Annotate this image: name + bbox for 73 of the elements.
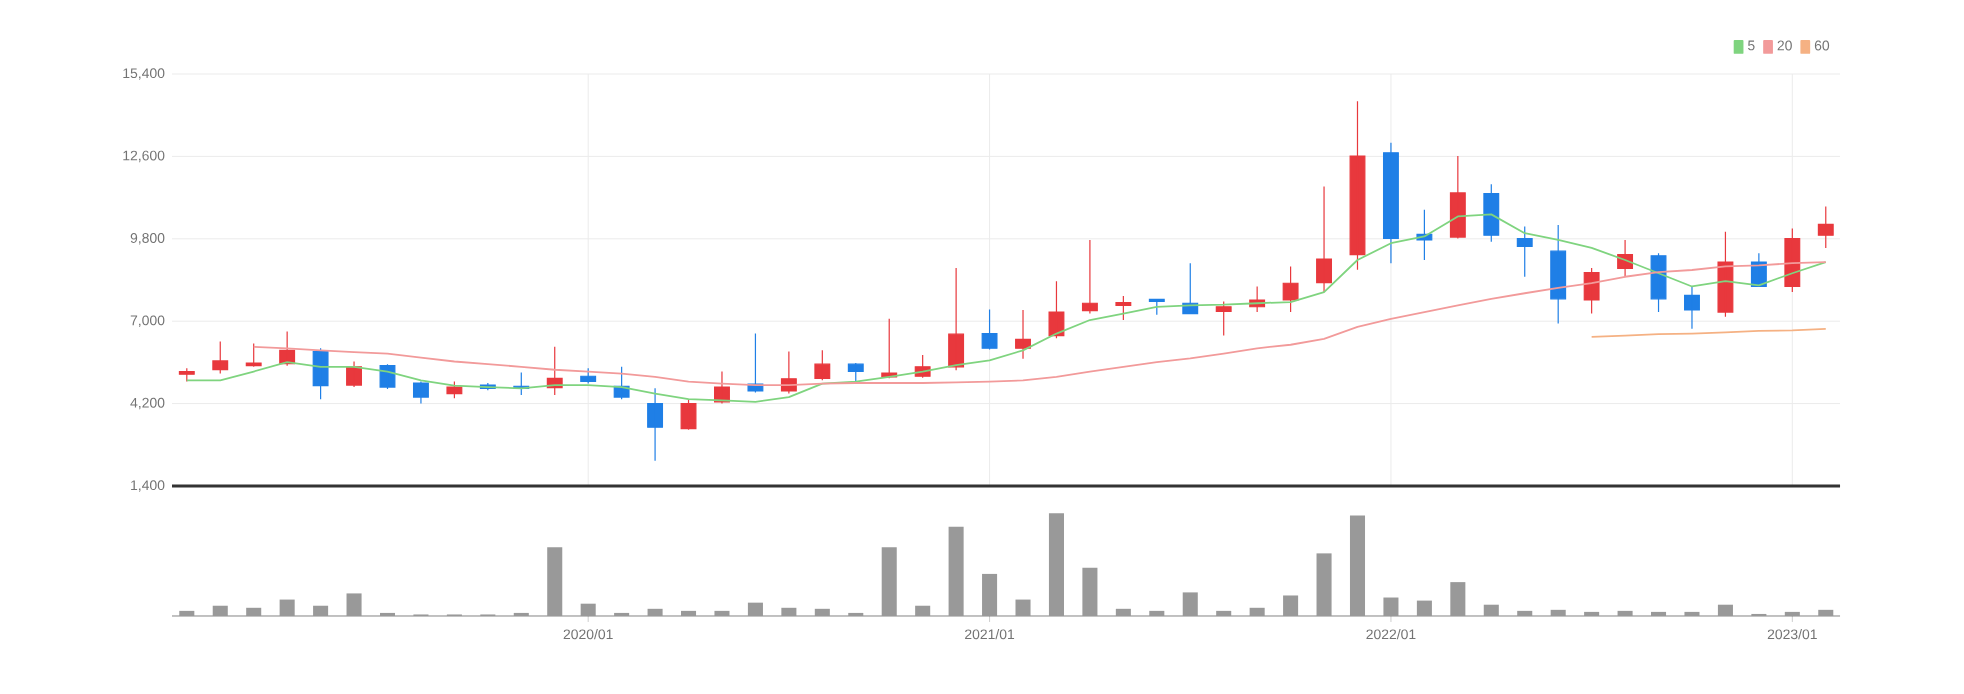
bar xyxy=(1249,607,1265,616)
candlestick xyxy=(446,380,463,399)
candlestick xyxy=(245,342,262,368)
candlestick xyxy=(1550,224,1567,325)
bar xyxy=(1450,582,1466,616)
candlestick xyxy=(1650,252,1667,313)
candlestick xyxy=(1817,205,1834,249)
bar xyxy=(1550,609,1566,616)
bar xyxy=(714,610,730,616)
bar xyxy=(1082,567,1098,616)
candlestick xyxy=(814,349,831,381)
candlestick xyxy=(1516,225,1533,278)
candlestick xyxy=(1684,285,1700,330)
candlestick xyxy=(1015,309,1031,360)
candlestick xyxy=(981,308,998,351)
candlestick xyxy=(1215,300,1232,337)
candlestick xyxy=(1316,185,1333,293)
candlestick xyxy=(1449,155,1466,240)
bar xyxy=(212,605,228,616)
bar xyxy=(1048,513,1064,616)
candlestick xyxy=(580,367,597,385)
bar xyxy=(179,610,195,616)
bar xyxy=(1617,610,1633,616)
bar xyxy=(547,547,563,616)
bar xyxy=(948,526,964,616)
candlestick xyxy=(680,398,697,431)
bar xyxy=(1283,595,1299,616)
candlestick xyxy=(1717,231,1734,318)
bar xyxy=(1115,608,1131,616)
bar xyxy=(1818,609,1834,616)
candlestick xyxy=(1282,265,1299,313)
bar xyxy=(1349,515,1366,616)
bar xyxy=(814,608,830,616)
candlestick xyxy=(1382,142,1399,264)
candlestick xyxy=(647,387,664,462)
candlestick xyxy=(279,330,296,367)
bar xyxy=(1216,610,1232,616)
candlestick xyxy=(1483,183,1500,243)
bar xyxy=(1015,599,1031,616)
bar xyxy=(681,610,697,616)
bar xyxy=(1416,600,1432,616)
bar xyxy=(1383,597,1399,616)
bar xyxy=(313,605,329,616)
bar xyxy=(982,573,998,616)
candlestick xyxy=(178,367,195,383)
bar xyxy=(747,602,763,616)
bar xyxy=(346,593,362,616)
bar xyxy=(1316,553,1332,616)
candlestick xyxy=(346,360,363,388)
bar xyxy=(279,599,295,616)
bar xyxy=(1182,592,1198,616)
bar xyxy=(915,605,931,616)
bar xyxy=(1517,610,1533,616)
candlestick xyxy=(714,370,730,405)
candlestick xyxy=(1349,100,1366,271)
bar xyxy=(580,603,596,616)
bar xyxy=(647,608,663,616)
bar xyxy=(1483,604,1499,616)
bar xyxy=(781,607,797,616)
bar xyxy=(1717,604,1733,616)
candlestick xyxy=(412,380,429,405)
bar xyxy=(881,547,897,616)
candlestick xyxy=(1115,295,1132,321)
candlestick xyxy=(948,267,965,371)
bar xyxy=(1149,610,1165,616)
candlestick xyxy=(1583,267,1600,315)
candlestick xyxy=(1784,227,1801,293)
bar xyxy=(246,607,262,616)
candlestick xyxy=(847,362,864,383)
candlestick xyxy=(1081,239,1098,315)
candlestick xyxy=(312,347,329,400)
candlestick xyxy=(212,340,229,375)
candlestick xyxy=(1048,280,1065,339)
